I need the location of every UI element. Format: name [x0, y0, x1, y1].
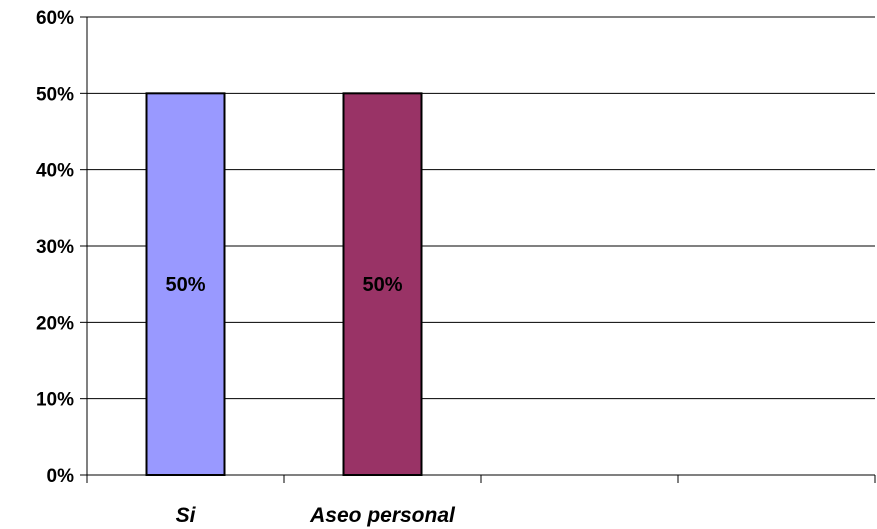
- y-tick-label: 40%: [36, 161, 74, 182]
- data-label: 50%: [165, 274, 205, 296]
- y-tick-labels: 0% 10% 20% 30% 40% 50% 60%: [36, 8, 74, 487]
- axes: [80, 16, 876, 483]
- y-tick-label: 30%: [36, 237, 74, 258]
- bars: [145, 92, 423, 476]
- category-label: Aseo personal: [309, 504, 456, 527]
- x-category-labels: Si Aseo personal: [176, 504, 456, 527]
- category-label: Si: [176, 504, 197, 527]
- y-tick-label: 60%: [36, 8, 74, 29]
- y-tick-label: 10%: [36, 390, 74, 411]
- data-label: 50%: [362, 274, 402, 296]
- y-tick-label: 20%: [36, 313, 74, 334]
- y-tick-label: 50%: [36, 84, 74, 105]
- data-labels: 50% 50%: [165, 274, 402, 296]
- y-tick-label: 0%: [47, 466, 75, 487]
- bar: [342, 92, 423, 476]
